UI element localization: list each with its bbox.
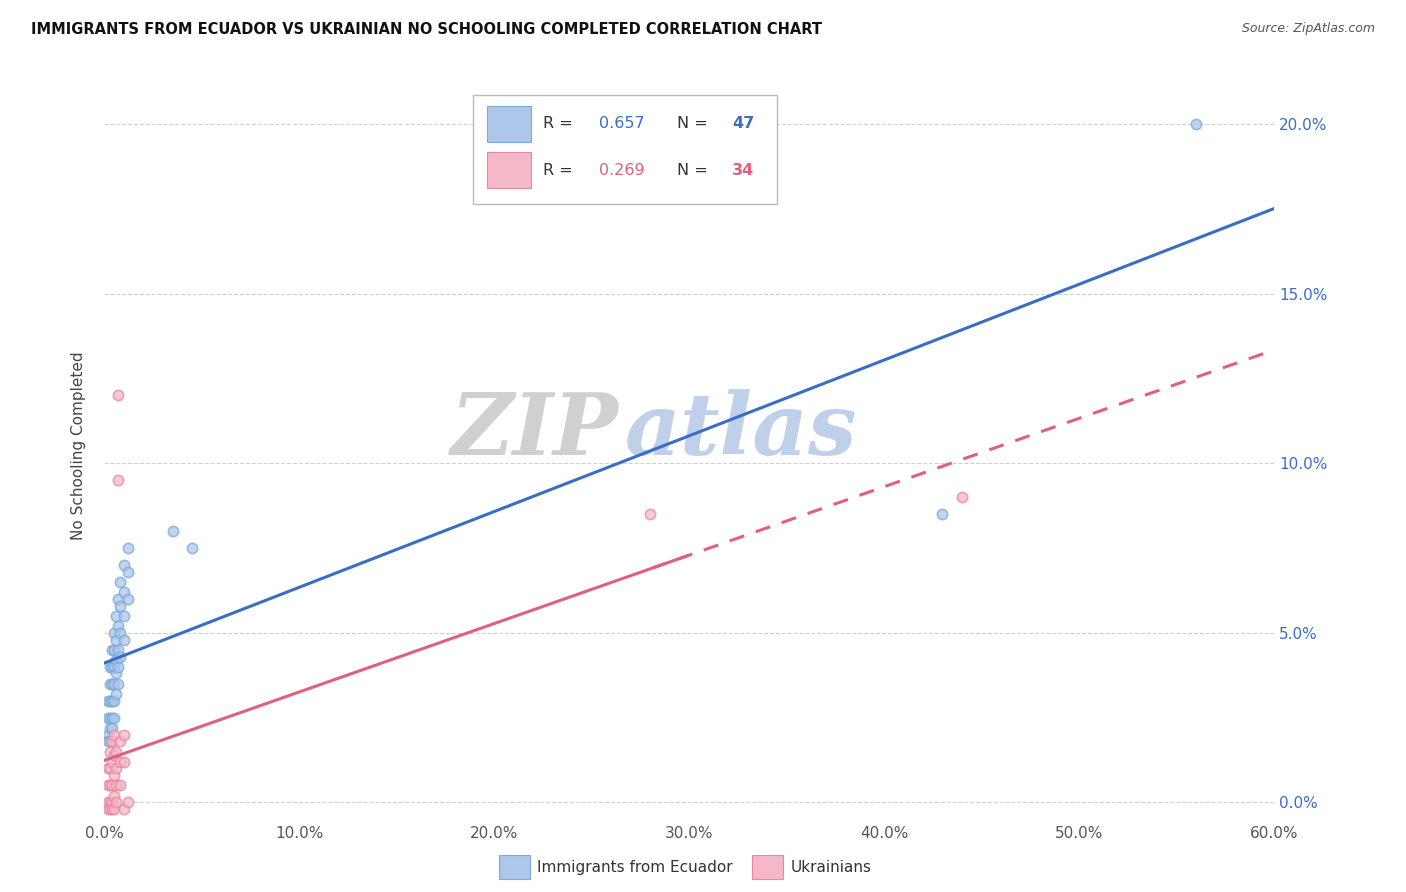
Point	[98, 710, 121, 724]
Point	[101, 802, 124, 816]
Point	[101, 710, 124, 724]
Point	[107, 388, 129, 402]
Point	[112, 608, 135, 623]
Text: ZIP: ZIP	[451, 390, 619, 473]
Point	[98, 676, 121, 690]
Point	[98, 762, 121, 776]
Point	[101, 779, 124, 793]
Text: Ukrainians: Ukrainians	[790, 860, 872, 874]
Point	[103, 710, 125, 724]
Point	[112, 585, 135, 599]
Point	[97, 710, 120, 724]
Text: N =: N =	[678, 162, 713, 178]
Point	[97, 779, 120, 793]
Point	[1185, 117, 1208, 131]
FancyBboxPatch shape	[472, 95, 776, 203]
Point	[104, 666, 127, 681]
Point	[98, 693, 121, 707]
Point	[103, 768, 125, 782]
Text: IMMIGRANTS FROM ECUADOR VS UKRAINIAN NO SCHOOLING COMPLETED CORRELATION CHART: IMMIGRANTS FROM ECUADOR VS UKRAINIAN NO …	[31, 22, 823, 37]
Point	[162, 524, 184, 538]
Point	[101, 659, 124, 673]
Text: Immigrants from Ecuador: Immigrants from Ecuador	[537, 860, 733, 874]
Point	[108, 649, 131, 664]
Text: atlas: atlas	[624, 390, 858, 473]
Point	[931, 507, 953, 521]
Text: 0.657: 0.657	[599, 116, 644, 131]
Text: 0.269: 0.269	[599, 162, 644, 178]
Point	[101, 642, 124, 657]
Point	[103, 625, 125, 640]
Point	[103, 659, 125, 673]
Point	[108, 755, 131, 769]
Point	[104, 687, 127, 701]
Point	[97, 802, 120, 816]
Point	[98, 796, 121, 810]
Point	[108, 625, 131, 640]
Point	[103, 747, 125, 762]
Point	[97, 693, 120, 707]
Point	[104, 779, 127, 793]
Point	[638, 507, 661, 521]
Point	[98, 734, 121, 748]
Point	[112, 558, 135, 572]
Point	[104, 762, 127, 776]
Point	[103, 789, 125, 803]
Point	[108, 574, 131, 589]
Point	[101, 676, 124, 690]
Point	[107, 591, 129, 606]
Text: Source: ZipAtlas.com: Source: ZipAtlas.com	[1241, 22, 1375, 36]
Point	[107, 659, 129, 673]
Point	[107, 676, 129, 690]
Point	[117, 796, 139, 810]
Point	[101, 693, 124, 707]
Point	[112, 727, 135, 741]
Point	[98, 745, 121, 759]
Point	[112, 755, 135, 769]
Point	[117, 565, 139, 579]
Point	[104, 608, 127, 623]
Point	[98, 721, 121, 735]
Bar	[486, 153, 531, 188]
Point	[97, 796, 120, 810]
Point	[101, 755, 124, 769]
Point	[117, 541, 139, 555]
Point	[97, 734, 120, 748]
Point	[97, 727, 120, 741]
Point	[112, 802, 135, 816]
Point	[117, 591, 139, 606]
Bar	[486, 106, 531, 142]
Point	[107, 473, 129, 487]
Point	[104, 745, 127, 759]
Point	[108, 779, 131, 793]
Text: 47: 47	[733, 116, 755, 131]
Point	[104, 796, 127, 810]
Point	[103, 642, 125, 657]
Point	[103, 802, 125, 816]
Text: 34: 34	[733, 162, 755, 178]
Point	[98, 659, 121, 673]
Point	[107, 619, 129, 633]
Point	[104, 653, 127, 667]
Point	[98, 779, 121, 793]
Point	[101, 796, 124, 810]
Point	[950, 490, 973, 504]
Point	[103, 676, 125, 690]
Text: R =: R =	[543, 116, 578, 131]
Point	[112, 632, 135, 647]
Point	[107, 642, 129, 657]
Point	[108, 734, 131, 748]
Point	[98, 802, 121, 816]
Text: N =: N =	[678, 116, 713, 131]
Point	[104, 632, 127, 647]
Point	[108, 599, 131, 613]
Point	[181, 541, 204, 555]
Point	[101, 734, 124, 748]
Text: R =: R =	[543, 162, 578, 178]
Point	[103, 727, 125, 741]
Y-axis label: No Schooling Completed: No Schooling Completed	[72, 351, 86, 541]
Point	[103, 693, 125, 707]
Point	[97, 762, 120, 776]
Point	[101, 721, 124, 735]
